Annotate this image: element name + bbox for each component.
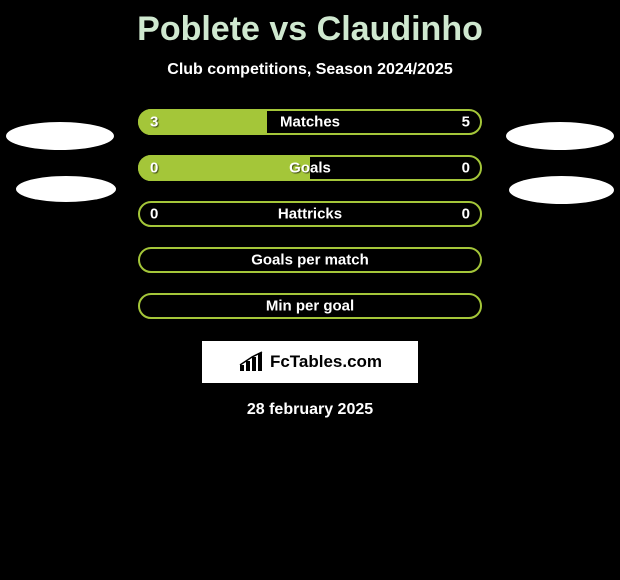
branding-badge: FcTables.com [202,341,418,383]
stat-label: Hattricks [278,206,342,223]
stat-label: Goals per match [251,252,369,269]
stat-label: Matches [280,114,340,131]
stat-bar: 0 Goals 0 [138,155,482,181]
stat-left-value: 3 [150,114,158,131]
date-text: 28 february 2025 [0,401,620,419]
bar-fill-left [138,155,310,181]
stat-row: 3 Matches 5 [0,109,620,135]
stat-right-value: 5 [462,114,470,131]
stat-right-value: 0 [462,206,470,223]
page-title: Poblete vs Claudinho [0,0,620,49]
stat-label: Goals [289,160,331,177]
subtitle: Club competitions, Season 2024/2025 [0,61,620,79]
stat-bar: Goals per match [138,247,482,273]
branding-text: FcTables.com [270,352,382,372]
stat-left-value: 0 [150,206,158,223]
stat-bar: 3 Matches 5 [138,109,482,135]
stat-row: Min per goal [0,293,620,319]
stat-row: 0 Goals 0 [0,155,620,181]
stat-right-value: 0 [462,160,470,177]
stat-row: Goals per match [0,247,620,273]
stat-bar: 0 Hattricks 0 [138,201,482,227]
stat-left-value: 0 [150,160,158,177]
bars-icon [238,351,264,373]
stat-label: Min per goal [266,298,354,315]
stat-bar: Min per goal [138,293,482,319]
stat-row: 0 Hattricks 0 [0,201,620,227]
